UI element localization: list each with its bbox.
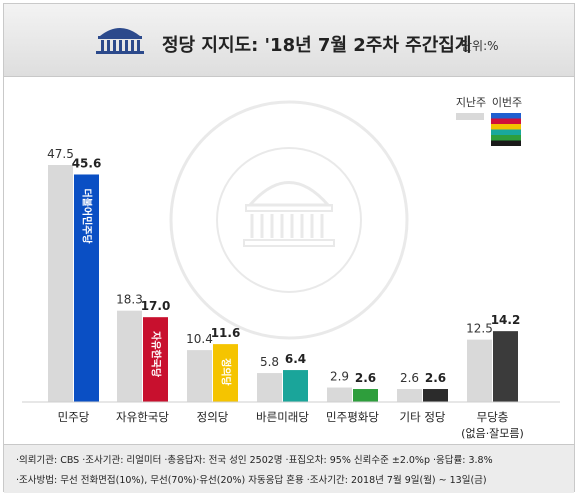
bar-current xyxy=(423,389,448,402)
legend: 지난주 이번주 xyxy=(456,96,522,146)
legend-label-previous: 지난주 xyxy=(456,96,486,109)
national-assembly-icon xyxy=(96,28,144,54)
footer-line-2: ·조사방법: 무선 전화면접(10%), 무선(70%)·유선(20%) 자동응… xyxy=(16,475,487,486)
bar-previous xyxy=(117,310,142,402)
data-label-previous: 12.5 xyxy=(466,322,493,336)
data-label-current: 14.2 xyxy=(491,313,521,327)
legend-stripe xyxy=(491,118,521,124)
footer-line-1: ·의뢰기관: CBS ·조사기관: 리얼미터 ·총응답자: 전국 성인 2502… xyxy=(16,455,493,466)
bar-current xyxy=(74,174,99,402)
legend-stripe xyxy=(491,135,521,141)
category-note: (없음·잘모름) xyxy=(461,427,524,440)
data-label-previous: 2.9 xyxy=(330,370,349,384)
bar-previous xyxy=(48,165,73,402)
category-label: 기타 정당 xyxy=(400,410,446,424)
bar-previous xyxy=(187,350,212,402)
bar-previous xyxy=(397,389,422,402)
data-label-current: 17.0 xyxy=(141,299,171,313)
bars: 47.545.6 더불어민주당 18.317.0 자유한국당 10.411.6 정의당 5.… xyxy=(47,147,520,402)
data-label-current: 2.6 xyxy=(425,371,446,385)
chart-title: 정당 지지도: '18년 7월 2주차 주간집계 xyxy=(162,35,472,56)
bar-previous xyxy=(327,387,352,402)
survey-footer: ·의뢰기관: CBS ·조사기관: 리얼미터 ·총응답자: 전국 성인 2502… xyxy=(4,444,574,493)
bar-party-text: 정의당 xyxy=(220,358,233,386)
bar-current xyxy=(283,370,308,402)
category-label: 정의당 xyxy=(197,410,229,424)
bar-current xyxy=(353,389,378,402)
data-label-previous: 10.4 xyxy=(186,332,213,346)
data-label-current: 6.4 xyxy=(285,352,306,366)
data-label-current: 45.6 xyxy=(72,156,102,170)
data-label-previous: 47.5 xyxy=(47,147,74,161)
legend-stripe xyxy=(491,124,521,130)
category-label: 민주평화당 xyxy=(326,410,379,424)
category-labels: 민주당 자유한국당 정의당 바른미래당 민주평화당 기타 정당 무당층 (없음·잘모름) xyxy=(58,410,524,440)
bar-current xyxy=(143,317,168,402)
legend-stripe xyxy=(491,113,521,119)
category-label: 자유한국당 xyxy=(116,410,169,424)
data-label-current: 2.6 xyxy=(355,371,376,385)
data-label-previous: 2.6 xyxy=(400,371,419,385)
data-label-current: 11.6 xyxy=(211,326,241,340)
category-label: 민주당 xyxy=(58,410,90,424)
category-label: 바른미래당 xyxy=(256,410,309,424)
legend-stripe xyxy=(491,140,521,146)
data-label-previous: 5.8 xyxy=(260,355,279,369)
legend-label-current: 이번주 xyxy=(492,96,522,109)
bar-current xyxy=(493,331,518,402)
bar-previous xyxy=(467,339,492,402)
bar-party-text: 자유한국당 xyxy=(150,331,163,378)
bar-current xyxy=(213,344,238,402)
data-label-previous: 18.3 xyxy=(116,293,143,307)
legend-swatch-current xyxy=(491,113,521,146)
legend-stripe xyxy=(491,129,521,135)
assembly-seal-watermark xyxy=(169,100,409,340)
category-label: 무당층 xyxy=(477,410,509,424)
bar-party-text: 더불어민주당 xyxy=(81,188,94,244)
legend-swatch-previous xyxy=(456,113,484,120)
chart-header: 정당 지지도: '18년 7월 2주차 주간집계 단위:% xyxy=(4,4,574,77)
bar-previous xyxy=(257,373,282,402)
unit-label: 단위:% xyxy=(461,39,499,53)
